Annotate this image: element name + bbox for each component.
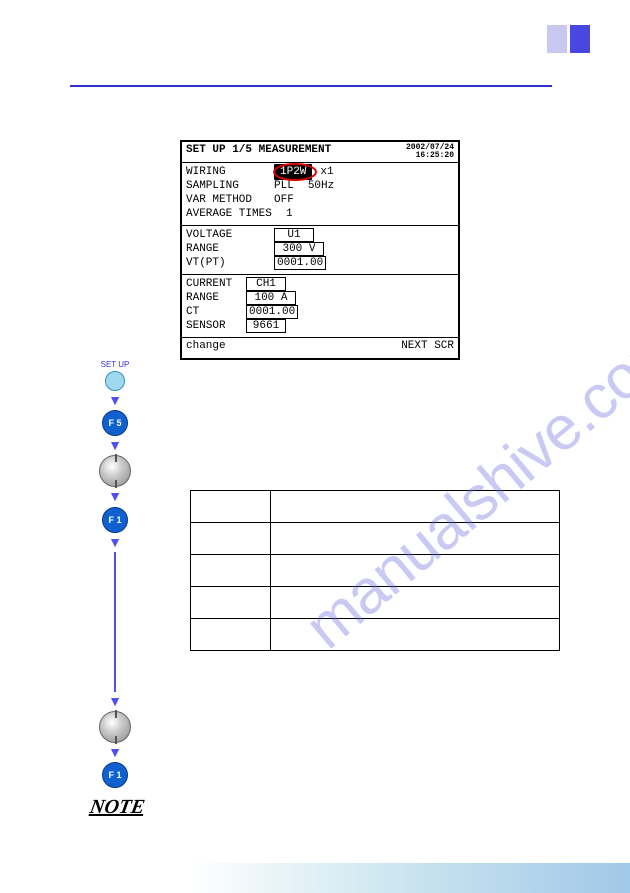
avg-value: 1: [286, 208, 293, 220]
table-row: [191, 587, 560, 619]
v-range-label: RANGE: [186, 243, 274, 255]
lcd-header: SET UP 1/5 MEASUREMENT 2002/07/24 16:25:…: [182, 142, 458, 163]
current-label: CURRENT: [186, 278, 246, 290]
vtpt-value: 0001.00: [274, 256, 326, 270]
sampling-freq: 50Hz: [308, 180, 334, 192]
footer-left[interactable]: change: [186, 340, 226, 352]
c-range-label: RANGE: [186, 292, 246, 304]
voltage-label: VOLTAGE: [186, 229, 274, 241]
f5-button[interactable]: F 5: [102, 410, 128, 436]
arrow-down-icon: ▼: [108, 696, 122, 707]
lcd-section-2: VOLTAGE U1 RANGE 300 V VT(PT) 0001.00: [182, 226, 458, 275]
lcd-screen: SET UP 1/5 MEASUREMENT 2002/07/24 16:25:…: [180, 140, 460, 360]
header-rule: [70, 85, 552, 87]
table-row: [191, 555, 560, 587]
arrow-down-icon: ▼: [108, 395, 122, 406]
footer-right[interactable]: NEXT SCR: [401, 340, 454, 352]
sensor-label: SENSOR: [186, 320, 246, 332]
wiring-mult: x1: [320, 166, 333, 178]
var-label: VAR METHOD: [186, 194, 274, 206]
ct-value: 0001.00: [246, 305, 298, 319]
lcd-date: 2002/07/24 16:25:20: [406, 144, 454, 160]
table-row: [191, 491, 560, 523]
arrow-down-icon: ▼: [108, 537, 122, 548]
avg-label: AVERAGE TIMES: [186, 208, 286, 220]
setup-button[interactable]: [105, 371, 125, 391]
sampling-label: SAMPLING: [186, 180, 274, 192]
flow-diagram: SET UP ▼ F 5 ▼ ▼ F 1 ▼ ▼ ▼ F 1: [90, 360, 140, 788]
note-heading: NOTE: [88, 796, 147, 819]
top-squares: [547, 25, 590, 53]
ct-label: CT: [186, 306, 246, 318]
vtpt-label: VT(PT): [186, 257, 274, 269]
dial-button-2[interactable]: [99, 711, 131, 743]
current-value: CH1: [246, 277, 286, 291]
sensor-value: 9661: [246, 319, 286, 333]
f1-button[interactable]: F 1: [102, 507, 128, 533]
lcd-title: SET UP 1/5 MEASUREMENT: [186, 144, 331, 160]
bottom-gradient: [0, 863, 630, 893]
var-value: OFF: [274, 194, 294, 206]
lcd-section-1: WIRING 1P2W x1 SAMPLING PLL 50Hz VAR MET…: [182, 163, 458, 226]
table-row: [191, 523, 560, 555]
v-range-value: 300 V: [274, 242, 324, 256]
arrow-down-icon: ▼: [108, 747, 122, 758]
setup-label: SET UP: [101, 360, 130, 369]
c-range-value: 100 A: [246, 291, 296, 305]
wiring-label: WIRING: [186, 166, 274, 178]
sampling-value: PLL: [274, 180, 294, 192]
dial-button[interactable]: [99, 455, 131, 487]
lcd-section-3: CURRENT CH1 RANGE 100 A CT 0001.00 SENSO…: [182, 275, 458, 337]
flow-line: [114, 552, 116, 692]
lcd-footer: change NEXT SCR: [182, 337, 458, 354]
voltage-value: U1: [274, 228, 314, 242]
arrow-down-icon: ▼: [108, 491, 122, 502]
f1-button-2[interactable]: F 1: [102, 762, 128, 788]
table-row: [191, 619, 560, 651]
square-light: [547, 25, 567, 53]
options-table: [190, 490, 560, 651]
wiring-value[interactable]: 1P2W: [274, 164, 312, 180]
square-dark: [570, 25, 590, 53]
arrow-down-icon: ▼: [108, 440, 122, 451]
